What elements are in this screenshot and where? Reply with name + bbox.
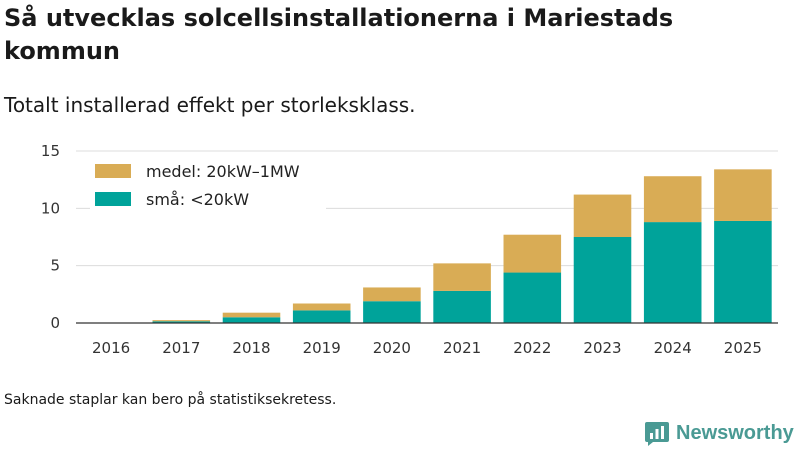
bar-2018-series-0 — [222, 317, 281, 323]
y-tick-label: 15 — [41, 142, 60, 160]
footnote: Saknade staplar kan bero på statistiksek… — [4, 392, 337, 408]
y-tick-label: 10 — [41, 199, 60, 217]
bar-2019-series-0 — [292, 310, 351, 323]
newsworthy-logo-icon — [645, 422, 669, 446]
brand-logo: Newsworthy — [644, 419, 794, 447]
chart-subtitle: Totalt installerad effekt per storlekskl… — [4, 93, 416, 117]
x-tick-label: 2023 — [583, 339, 621, 357]
bar-2021-series-1 — [433, 263, 491, 291]
legend-swatch-1 — [95, 164, 131, 178]
bar-2023-series-1 — [573, 194, 632, 237]
bar-2024-series-1 — [643, 176, 702, 223]
bar-2025-series-0 — [714, 220, 772, 323]
x-tick-label: 2018 — [232, 339, 270, 357]
legend-label-0: små: <20kW — [146, 190, 249, 209]
stacked-bar-chart: 0 5 10 15 2016 2017 2018 2019 2020 2021 2022 2023 20… — [41, 142, 778, 357]
x-tick-label: 2021 — [443, 339, 481, 357]
bar-2019-series-1 — [292, 303, 351, 311]
y-tick-label: 0 — [50, 314, 60, 332]
y-tick-label: 5 — [50, 257, 60, 275]
bar-2025-series-1 — [714, 169, 772, 221]
x-tick-label: 2019 — [303, 339, 341, 357]
x-tick-label: 2022 — [513, 339, 551, 357]
bar-2023-series-0 — [573, 237, 632, 323]
legend-swatch-0 — [95, 192, 131, 206]
x-tick-label: 2024 — [654, 339, 692, 357]
bar-2017-series-0 — [152, 321, 211, 323]
bar-2020-series-0 — [363, 301, 421, 323]
bar-2018-series-1 — [222, 312, 281, 318]
x-tick-label: 2020 — [373, 339, 411, 357]
bar-2022-series-1 — [503, 234, 562, 273]
bar-2020-series-1 — [363, 287, 421, 302]
bar-2021-series-0 — [433, 290, 491, 323]
x-tick-label: 2016 — [92, 339, 130, 357]
x-tick-label: 2017 — [162, 339, 200, 357]
bar-2024-series-0 — [643, 222, 702, 323]
brand-name: Newsworthy — [676, 421, 794, 444]
chart-title: Så utvecklas solcellsinstallationerna i … — [4, 4, 674, 65]
x-tick-label: 2025 — [724, 339, 762, 357]
legend-label-1: medel: 20kW–1MW — [146, 162, 300, 181]
bar-2022-series-0 — [503, 272, 562, 323]
bar-2017-series-1 — [152, 320, 211, 322]
